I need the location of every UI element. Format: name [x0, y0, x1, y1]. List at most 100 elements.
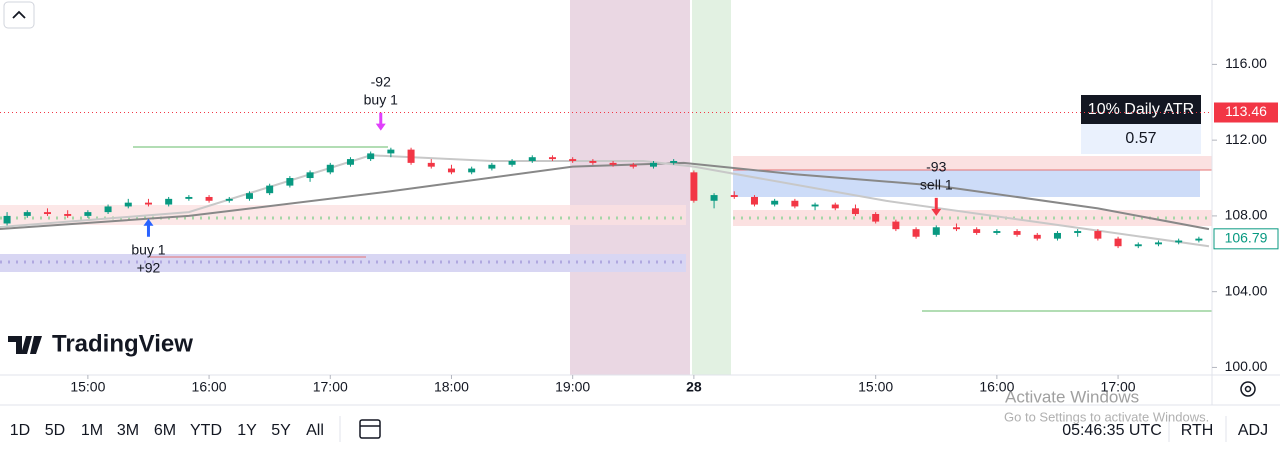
watermark-subtitle: Go to Settings to activate Windows. [1004, 409, 1209, 424]
candle-body [387, 149, 395, 154]
range-button[interactable]: 5D [45, 422, 65, 439]
chevron-icon [12, 10, 26, 19]
candle-body [326, 164, 334, 173]
x-tick-label: 15:00 [858, 379, 893, 395]
candle-body [811, 204, 819, 207]
candle-body [548, 157, 556, 160]
price-tag-label: 113.46 [1225, 103, 1267, 119]
zone [0, 205, 686, 225]
candle-body [1074, 231, 1082, 233]
candle-body [730, 195, 738, 197]
session-bg [692, 0, 731, 375]
zone [0, 254, 686, 272]
candle-body [1175, 240, 1183, 243]
candle-body [993, 231, 1001, 233]
candle-body [609, 162, 617, 165]
candle-body [690, 172, 698, 201]
adjust-toggle[interactable]: ADJ [1238, 422, 1268, 439]
candle-body [165, 198, 173, 205]
collapse-button[interactable] [3, 1, 35, 29]
candle-body [367, 153, 375, 160]
candle-body [851, 208, 859, 215]
candle-body [528, 157, 536, 161]
logo-text: TradingView [52, 330, 193, 357]
session-bg [570, 0, 690, 375]
range-button[interactable]: All [306, 422, 324, 439]
y-tick-label: 112.00 [1225, 131, 1267, 147]
trade-label: buy 1 [364, 91, 398, 107]
candle-body [750, 196, 758, 205]
candle-body [447, 168, 455, 173]
trade-label: -93 [926, 159, 946, 175]
trade-arrow [931, 197, 942, 216]
candle-body [205, 196, 213, 201]
candle-body [952, 227, 960, 230]
candle-body [831, 204, 839, 209]
range-button[interactable]: YTD [190, 422, 222, 439]
atr-header [1081, 95, 1201, 124]
candle-body [973, 229, 981, 233]
price-tag-label: 106.79 [1225, 230, 1268, 246]
candle-body [23, 212, 31, 216]
range-bar: 1D 5D 1M 3M 6M YTD 1Y 5Y All [10, 422, 324, 439]
candle-body [346, 159, 354, 165]
candle-body [771, 200, 779, 205]
candle-body [589, 160, 597, 163]
candle-body [710, 195, 718, 201]
range-button[interactable]: 6M [154, 422, 176, 439]
price-tag [1213, 228, 1279, 250]
x-tick-label: 16:00 [979, 379, 1014, 395]
plot: buy 1 +92 -92 buy 1 -93 sell 1 [0, 73, 1210, 275]
candle-body [1195, 238, 1203, 241]
candle-body [1053, 232, 1061, 239]
candle-body [3, 215, 11, 224]
candle-body [912, 229, 920, 237]
candle-body [43, 212, 51, 215]
y-tick-label: 108.00 [1225, 207, 1268, 223]
candle-body [1114, 238, 1122, 247]
candle-body [791, 200, 799, 207]
zone [733, 156, 1212, 170]
candle-body [185, 196, 193, 199]
y-tick-label: 116.00 [1225, 55, 1267, 71]
range-button[interactable]: 1M [81, 422, 103, 439]
calendar-icon[interactable] [359, 419, 381, 439]
candle-body [84, 212, 92, 216]
session-toggle[interactable]: RTH [1181, 422, 1214, 439]
candle-body [468, 168, 476, 173]
candle-body [569, 159, 577, 161]
clock[interactable]: 05:46:35 UTC [1062, 422, 1162, 439]
x-tick-label: 19:00 [555, 379, 590, 395]
candle-body [286, 178, 294, 186]
settings-icon[interactable] [1240, 381, 1256, 397]
range-button[interactable]: 5Y [271, 422, 291, 439]
y-tick-label: 100.00 [1225, 358, 1268, 374]
candle-body [1154, 242, 1162, 245]
settings-icon-inner [1244, 385, 1252, 393]
candle-body [629, 164, 637, 167]
candle-body [670, 160, 678, 163]
candle-body [225, 198, 233, 201]
candle-body [1134, 244, 1142, 247]
atr-value: 0.57 [1125, 130, 1156, 147]
moving-average [0, 161, 1210, 231]
candle-body [245, 193, 253, 199]
x-tick-label: 28 [686, 379, 702, 395]
x-tick-label: 18:00 [434, 379, 469, 395]
trade-label: +92 [137, 259, 161, 275]
range-button[interactable]: 3M [117, 422, 139, 439]
y-tick-label: 104.00 [1225, 282, 1268, 298]
candle-body [124, 202, 132, 207]
trade-arrow [375, 112, 386, 131]
candle-body [892, 221, 900, 230]
x-tick-label: 17:00 [313, 379, 348, 395]
watermark-title: Activate Windows [1005, 387, 1139, 406]
range-button[interactable]: 1Y [237, 422, 257, 439]
candle-body [488, 164, 496, 169]
x-tick-label: 16:00 [192, 379, 227, 395]
atr-body [1081, 124, 1201, 154]
range-button[interactable]: 1D [10, 422, 30, 439]
candle-body [144, 202, 152, 205]
zone [733, 170, 1200, 197]
